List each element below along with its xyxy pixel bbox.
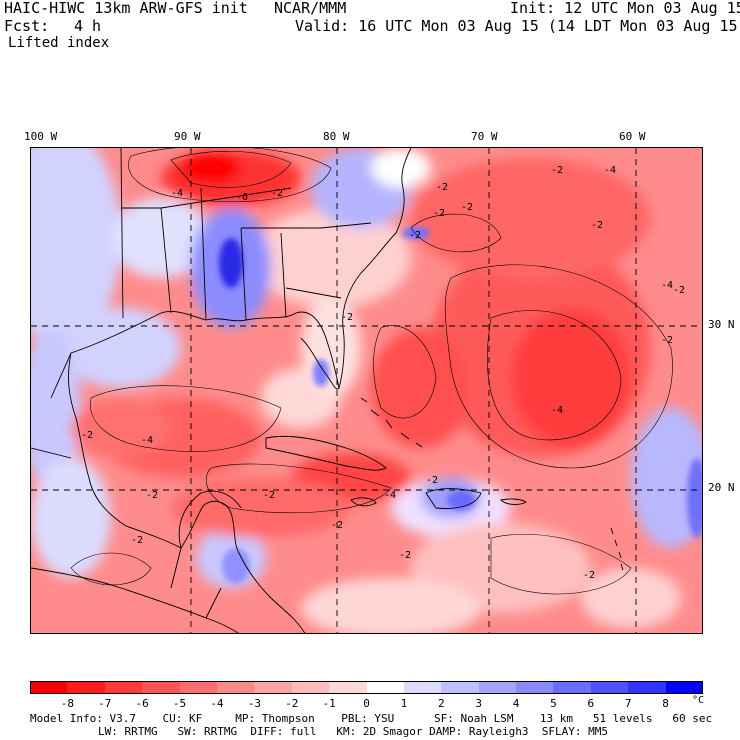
- contour-label: -2: [341, 312, 353, 323]
- contour-label: -2: [426, 475, 438, 486]
- colorbar-frame: [30, 681, 703, 694]
- colorbar-tick-label: 5: [550, 697, 557, 710]
- contours: [70, 148, 673, 595]
- colorbar-swatch: [216, 681, 255, 694]
- org-label: NCAR/MMM: [274, 0, 347, 17]
- colorbar-tick-label: 3: [475, 697, 482, 710]
- colorbar-tick-label: -6: [135, 697, 149, 710]
- colorbar-swatch: [590, 681, 629, 694]
- colorbar-swatch: [254, 681, 293, 694]
- lon-label-80w: 80 W: [323, 130, 350, 143]
- contour-label: -2: [263, 490, 275, 501]
- contour-label: -2: [146, 490, 158, 501]
- contour-label: -2: [331, 520, 343, 531]
- contour-label: -2: [131, 535, 143, 546]
- map-svg: -4 -6 -2 -2 -2 -2 -4 -4 -2 -2 -4 -2 -2 -…: [31, 148, 702, 633]
- contour-label: -2: [436, 182, 448, 193]
- colorbar-tick-label: 4: [512, 697, 520, 710]
- contour-label: -4: [551, 405, 563, 416]
- contour-label: -2: [81, 430, 93, 441]
- contour-label: -2: [409, 230, 421, 241]
- colorbar-tick-label: 1: [400, 697, 408, 710]
- colorbar-swatch: [628, 681, 667, 694]
- contour-label: -2: [271, 188, 283, 199]
- lon-label-90w: 90 W: [174, 130, 201, 143]
- init-time: Init: 12 UTC Mon 03 Aug 15: [510, 0, 740, 17]
- colorbar-tick-label: -8: [60, 697, 74, 710]
- contour-label: -4: [384, 490, 396, 501]
- colorbar-tick-label: 2: [437, 697, 445, 710]
- colorbar-tick-label: -2: [285, 697, 299, 710]
- contour-label: -2: [461, 202, 473, 213]
- contour-label: -2: [433, 208, 445, 219]
- contour-label: -4: [171, 188, 183, 199]
- colorbar-swatch: [441, 681, 480, 694]
- colorbar-swatch: [478, 681, 517, 694]
- contour-label: -2: [551, 165, 563, 176]
- colorbar-swatch: [67, 681, 106, 694]
- colorbar-tick-label: 0: [363, 697, 370, 710]
- coastlines: [31, 148, 624, 633]
- latlon-grid: [31, 148, 702, 633]
- lifted-index-map[interactable]: -4 -6 -2 -2 -2 -2 -4 -4 -2 -2 -4 -2 -2 -…: [30, 147, 703, 634]
- colorbar-swatch: [30, 681, 68, 694]
- contour-label: -4: [661, 280, 673, 291]
- colorbar-swatch: [665, 681, 704, 694]
- contour-labels: -4 -6 -2 -2 -2 -2 -4 -4 -2 -2 -4 -2 -2 -…: [81, 165, 685, 581]
- contour-label: -2: [591, 220, 603, 231]
- colorbar-tick-label: -5: [172, 697, 187, 710]
- model-title: HAIC-HIWC 13km ARW-GFS init: [4, 0, 248, 17]
- colorbar-swatch: [142, 681, 181, 694]
- colorbar-tick-label: 7: [624, 697, 632, 710]
- contour-label: -4: [604, 165, 616, 176]
- contour-label: -4: [141, 435, 153, 446]
- colorbar-tick-label: -4: [210, 697, 224, 710]
- model-info-line2: LW: RRTMG SW: RRTMG DIFF: full KM: 2D Sm…: [98, 725, 608, 738]
- colorbar-swatch: [403, 681, 442, 694]
- lon-label-70w: 70 W: [471, 130, 498, 143]
- lon-label-60w: 60 W: [619, 130, 646, 143]
- contour-label: -6: [236, 192, 248, 203]
- lat-label-30n: 30 N: [708, 318, 735, 331]
- colorbar-tick-label: 6: [587, 697, 595, 710]
- fcst-value: 4 h: [74, 17, 102, 35]
- valid-time: Valid: 16 UTC Mon 03 Aug 15 (14 LDT Mon …: [295, 17, 740, 35]
- colorbar-unit: °C: [692, 695, 705, 706]
- colorbar-tick-label: -7: [98, 697, 112, 710]
- colorbar-swatch: [291, 681, 330, 694]
- colorbar-swatch: [366, 681, 405, 694]
- colorbar-tick-label: -3: [247, 697, 261, 710]
- contour-label: -2: [673, 285, 685, 296]
- colorbar-swatch: [179, 681, 218, 694]
- colorbar-swatch: [516, 681, 554, 694]
- contour-label: -2: [661, 335, 673, 346]
- colorbar-tick-label: -1: [322, 697, 336, 710]
- field-shading: [31, 148, 702, 633]
- colorbar-swatch: [329, 681, 367, 694]
- contour-label: -2: [399, 550, 411, 561]
- lat-label-20n: 20 N: [708, 481, 735, 494]
- colorbar-swatch: [553, 681, 592, 694]
- lon-label-100w: 100 W: [24, 130, 58, 143]
- colorbar-tick-label: 8: [662, 697, 669, 710]
- colorbar-swatch: [104, 681, 143, 694]
- fcst-label: Fcst:: [4, 17, 50, 35]
- field-name: Lifted index: [8, 35, 110, 51]
- contour-label: -2: [583, 570, 595, 581]
- model-info-line1: Model Info: V3.7 CU: KF MP: Thompson PBL…: [30, 712, 713, 725]
